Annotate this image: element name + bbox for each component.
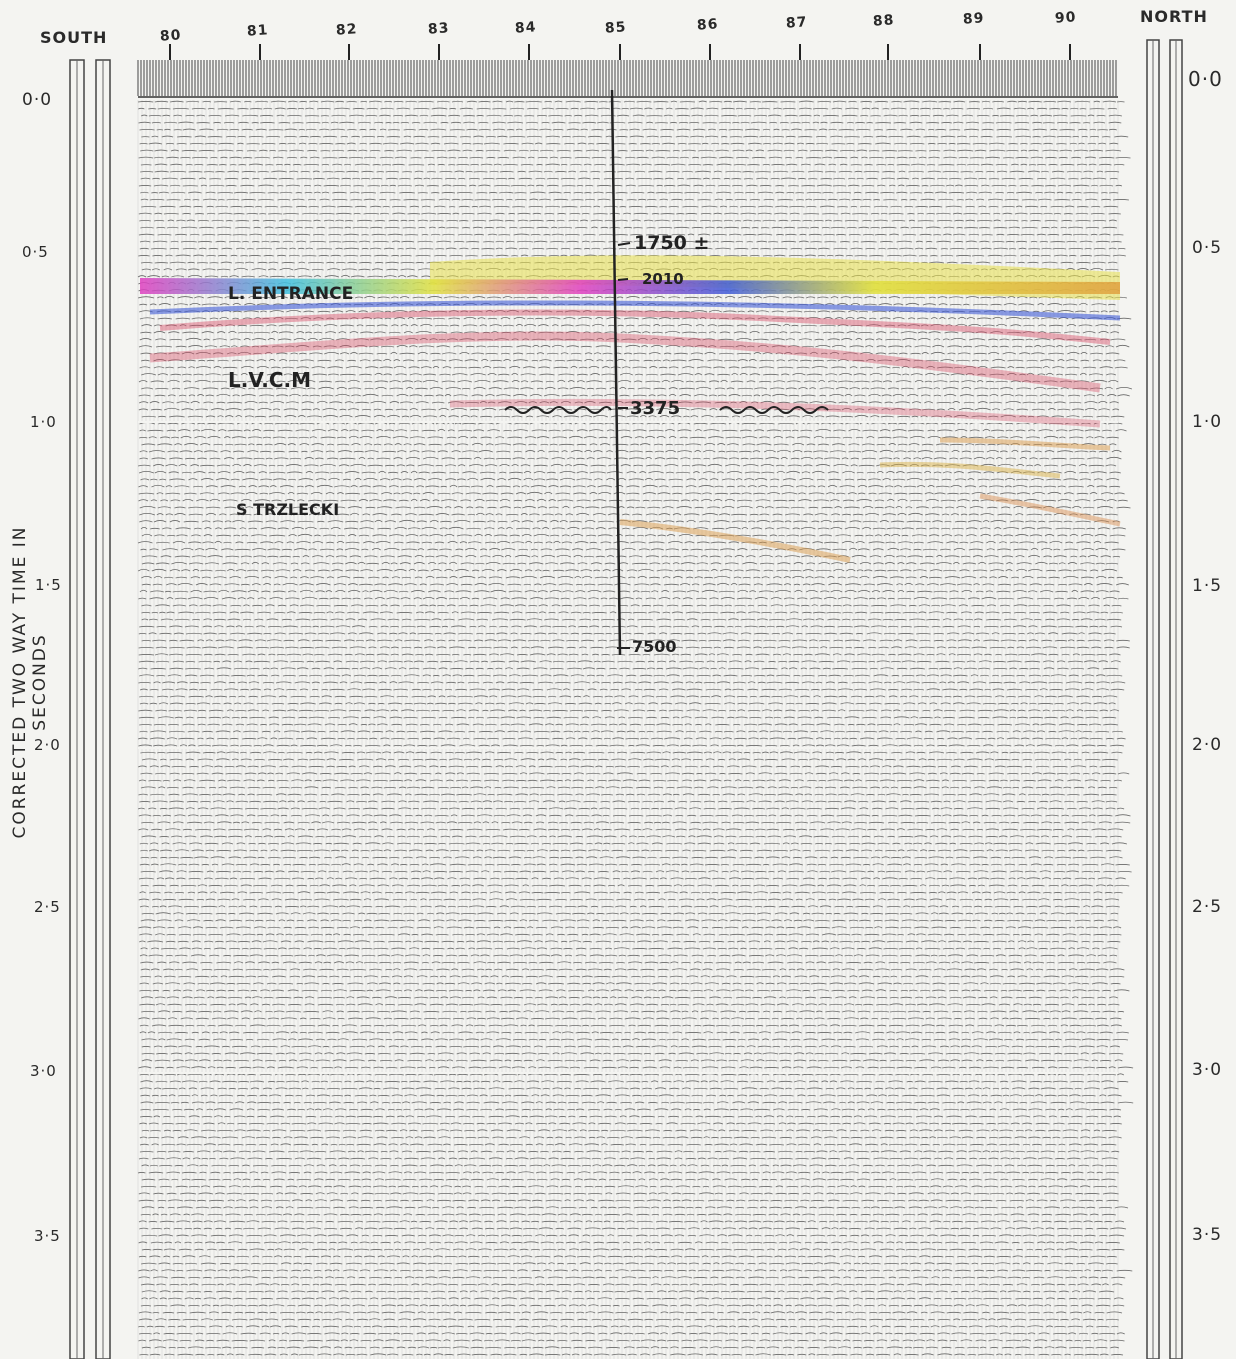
well-track (504, 89, 829, 656)
shotpoint-82: 82 (335, 21, 359, 39)
blue-horizon (149, 300, 1121, 321)
shotpoint-89: 89 (962, 10, 986, 28)
south-label: SOUTH (40, 28, 108, 47)
time-right-0.0: 0·0 (1188, 67, 1223, 91)
shotpoint-ticks (169, 44, 1071, 60)
time-left-3.5: 3·5 (34, 1227, 61, 1245)
unconformity-squiggle-left (504, 406, 612, 414)
red-horizon-1 (159, 309, 1111, 345)
shotpoint-80: 80 (159, 27, 183, 45)
shotpoint-90: 90 (1054, 9, 1078, 27)
left-edge-rulers (69, 59, 111, 1359)
north-label: NORTH (1140, 7, 1208, 26)
shotpoint-83: 83 (427, 20, 451, 38)
well-depth-td: 7500 (632, 637, 677, 656)
time-right-3.5: 3·5 (1192, 1225, 1223, 1245)
time-right-1.0: 1·0 (1192, 412, 1223, 432)
time-right-1.5: 1·5 (1192, 576, 1223, 596)
well-depth-3: 3375 (630, 398, 681, 419)
time-right-2.0: 2·0 (1192, 735, 1223, 755)
time-right-3.0: 3·0 (1192, 1060, 1223, 1080)
well-depth-2: 2010 (642, 270, 684, 288)
horizon-label-lvcm: L.V.C.M (228, 368, 312, 392)
seismic-traces (137, 60, 1134, 1359)
time-left-3.0: 3·0 (30, 1062, 57, 1080)
red-horizon-3 (449, 398, 1101, 428)
red-horizon-2 (149, 331, 1101, 393)
horizon-label-s-trzlecki: S TRZLECKI (236, 500, 340, 519)
time-right-0.5: 0·5 (1192, 238, 1223, 258)
shotpoint-87: 87 (785, 14, 809, 32)
time-left-2.5: 2·5 (34, 898, 61, 916)
interpreted-horizons (140, 255, 1121, 563)
well-depth-top: 1750 ± (634, 232, 710, 254)
multicolor-band (140, 278, 1120, 294)
shotpoint-81: 81 (246, 22, 270, 40)
time-right-2.5: 2·5 (1192, 897, 1223, 917)
orange-horizon-4 (979, 493, 1121, 527)
time-left-1.0: 1·0 (30, 413, 57, 431)
time-left-0.5: 0·5 (22, 243, 49, 261)
shotpoint-88: 88 (872, 12, 896, 30)
time-left-0.0: 0·0 (22, 90, 53, 110)
y-axis-title: CORRECTED TWO WAY TIME IN SECONDS (10, 525, 50, 839)
horizon-label-l-entrance: L. ENTRANCE (228, 284, 354, 304)
shotpoint-85: 85 (604, 19, 628, 37)
time-left-2.0: 2·0 (34, 736, 61, 754)
shotpoint-86: 86 (696, 16, 720, 34)
unconformity-squiggle-right (719, 406, 829, 414)
timing-lines (138, 421, 1118, 1074)
shotpoint-84: 84 (514, 19, 538, 37)
orange-horizon-3 (619, 519, 851, 563)
right-edge-rulers (1146, 39, 1183, 1359)
time-left-1.5: 1·5 (35, 576, 62, 594)
orange-horizon-1 (879, 461, 1061, 479)
orange-horizon-2 (939, 437, 1111, 451)
